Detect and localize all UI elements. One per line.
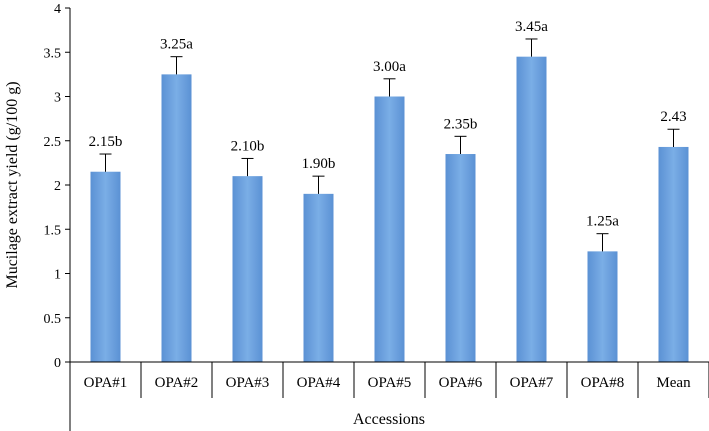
y-tick-label: 3.5 [44,46,62,61]
bar [445,154,476,362]
bar [587,251,618,362]
x-tick-label: OPA#6 [439,375,483,391]
x-axis-title: Accessions [353,411,425,428]
data-label: 3.00a [373,59,406,75]
data-label: 2.15b [89,134,123,150]
data-label: 2.10b [231,138,265,154]
data-label: 2.35b [444,116,478,132]
x-tick-label: OPA#1 [84,375,128,391]
data-label: 3.45a [515,19,548,35]
bar [232,176,263,362]
bar [374,96,405,362]
bar [303,193,334,362]
data-label: 2.43 [660,109,686,125]
x-tick-label: OPA#8 [581,375,625,391]
x-tick-label: OPA#2 [155,375,199,391]
y-tick-label: 2 [54,179,61,194]
x-tick-label: OPA#5 [368,375,412,391]
bar [658,146,689,362]
x-axis: OPA#1 OPA#2 OPA#3 OPA#4 OPA#5 OPA#6 OPA#7 OPA#8… [69,361,709,431]
y-tick-label: 1.5 [44,223,62,238]
bar [516,56,547,363]
y-axis: 0 0.5 1 1.5 2 2.5 3 3.5 4 [44,2,71,371]
bar [90,171,121,362]
y-tick-label: 4 [54,2,61,17]
x-tick-label: Mean [656,375,691,391]
x-tick-label: OPA#3 [226,375,270,391]
data-label: 1.90b [302,156,336,172]
y-tick-label: 0.5 [44,312,62,327]
bar [161,74,192,362]
y-tick-label: 3 [54,91,61,106]
bars: 2.15b 3.25a 2.10b 1.90b 3.00a 2.35b 3.45a 1.25a… [89,19,689,363]
y-tick-label: 0 [54,356,61,371]
data-label: 1.25a [586,214,619,230]
x-tick-label: OPA#7 [510,375,554,391]
y-tick-label: 2.5 [44,135,62,150]
y-axis-title: Mucilage extract yield (g/100 g) [4,81,21,288]
x-tick-label: OPA#4 [297,375,341,391]
data-label: 3.25a [160,37,193,53]
y-tick-label: 1 [54,268,61,283]
